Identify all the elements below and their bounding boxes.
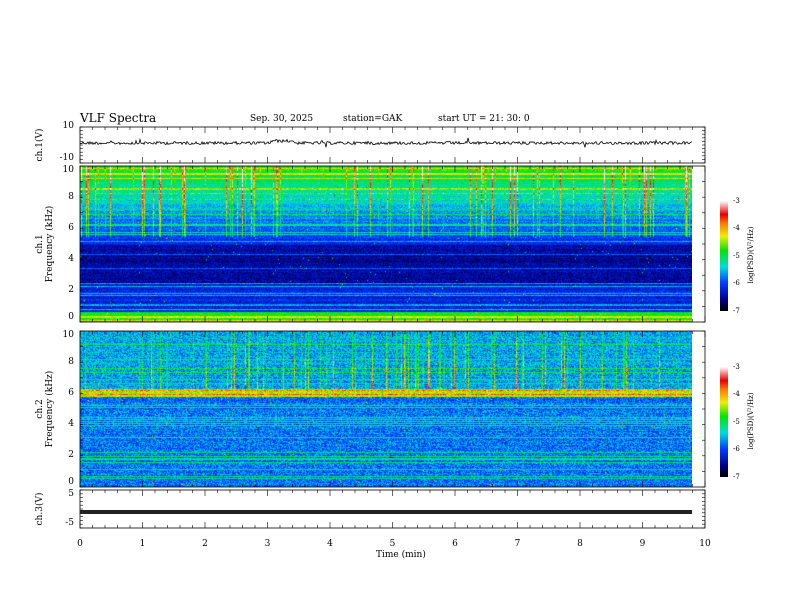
y-tick-label: 8 bbox=[68, 356, 74, 367]
ch3-voltage-line bbox=[80, 510, 692, 514]
x-tick-label: 3 bbox=[264, 539, 271, 549]
y-tick-label: 5 bbox=[68, 489, 74, 499]
y-tick-label: 0 bbox=[68, 312, 74, 322]
y-tick-label: 10 bbox=[62, 165, 74, 175]
colorbar-tick-label: -5 bbox=[733, 251, 740, 260]
y-tick-label: 8 bbox=[68, 191, 74, 202]
ch1-spectrogram bbox=[80, 166, 692, 322]
ch2-colorbar-label: log(PSD)(V²/Hz) bbox=[747, 392, 755, 450]
x-axis-label: Time (min) bbox=[376, 550, 426, 560]
x-tick-label: 4 bbox=[327, 539, 333, 549]
colorbar-tick-label: -3 bbox=[733, 362, 740, 371]
y-tick-label: 4 bbox=[68, 254, 74, 265]
freq-label: Frequency (kHz) bbox=[45, 370, 55, 448]
colorbar-tick-label: -7 bbox=[733, 306, 740, 315]
y-tick-label: 6 bbox=[68, 387, 74, 398]
x-tick-label: 7 bbox=[514, 539, 521, 549]
colorbar-tick-label: -4 bbox=[733, 390, 740, 398]
y-tick-label: 10 bbox=[62, 121, 74, 131]
ch2-colorbar bbox=[720, 367, 728, 477]
ch1-freq-ylabel: ch.1 Frequency (kHz) bbox=[35, 199, 55, 289]
colorbar-tick-label: -4 bbox=[733, 224, 740, 232]
freq-label: Frequency (kHz) bbox=[45, 205, 55, 283]
ch2-spectrogram bbox=[80, 331, 692, 487]
colorbar-tick-label: -5 bbox=[733, 417, 740, 426]
y-tick-label: 4 bbox=[68, 419, 74, 430]
ch2-label: ch.2 bbox=[35, 399, 45, 419]
start-time-label: start UT = 21: 30: 0 bbox=[438, 114, 530, 124]
x-tick-label: 8 bbox=[577, 539, 583, 549]
x-tick-label: 1 bbox=[139, 539, 146, 549]
y-tick-label: 0 bbox=[68, 477, 74, 487]
x-tick-label: 0 bbox=[77, 539, 83, 549]
colorbar-tick-label: -7 bbox=[733, 472, 740, 481]
ch1-voltage-line bbox=[79, 137, 693, 148]
y-tick-label: 6 bbox=[68, 222, 74, 233]
colorbar-tick-label: -6 bbox=[733, 279, 740, 287]
y-tick-label: 2 bbox=[68, 450, 74, 461]
x-tick-label: 6 bbox=[452, 539, 458, 549]
ch1-label: ch.1 bbox=[35, 234, 45, 254]
colorbar-tick-label: -6 bbox=[733, 445, 740, 453]
ch3-voltage-ylabel: ch.3(V) bbox=[35, 492, 45, 526]
colorbar-tick-label: -3 bbox=[733, 196, 740, 205]
x-tick-label: 5 bbox=[389, 539, 396, 549]
y-tick-label: -10 bbox=[59, 153, 75, 163]
y-tick-label: 2 bbox=[68, 285, 74, 296]
ch1-colorbar bbox=[720, 201, 728, 311]
ch1-voltage-ylabel: ch.1(V) bbox=[35, 128, 45, 162]
ch1-colorbar-label: log(PSD)(V²/Hz) bbox=[747, 226, 755, 284]
x-tick-label: 2 bbox=[202, 539, 208, 549]
x-tick-label: 10 bbox=[699, 539, 711, 549]
panel-frame bbox=[79, 330, 706, 488]
plot-title: VLF Spectra bbox=[80, 111, 157, 125]
panel-frame bbox=[79, 165, 706, 323]
y-tick-label: 10 bbox=[62, 330, 74, 340]
station-label: station=GAK bbox=[343, 114, 403, 124]
y-tick-label: -5 bbox=[65, 518, 74, 528]
x-tick-label: 9 bbox=[639, 539, 646, 549]
ch2-freq-ylabel: ch.2 Frequency (kHz) bbox=[35, 364, 55, 454]
date-label: Sep. 30, 2025 bbox=[250, 114, 314, 124]
